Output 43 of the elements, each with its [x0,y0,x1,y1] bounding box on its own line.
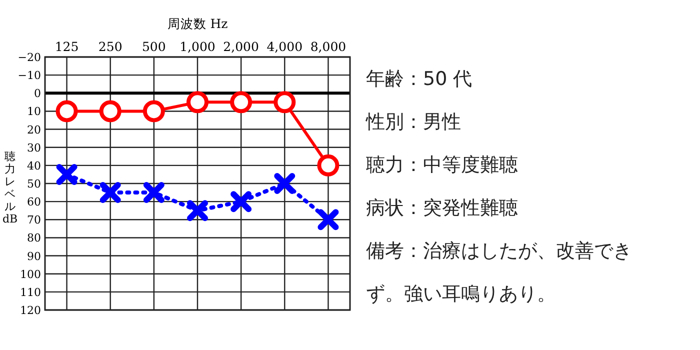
x-tick-label: 8,000 [310,39,346,54]
x-tick-label: 2,000 [223,39,260,54]
y-axis-title: 聴力レベル dB [2,150,18,226]
y-tick-label: −20 [18,51,41,64]
text: 年齢：50 代 [366,67,474,92]
point [186,91,208,114]
point [187,200,208,222]
text: 病状：突発性難聴 [366,196,519,221]
point [100,182,121,204]
text: 聴力：中等度難聴 [366,153,519,178]
y-tick-label: 10 [27,105,41,118]
y-tick-label: 40 [27,159,41,172]
y-tick-label: 50 [27,178,41,190]
y-tick-label: −10 [18,69,41,82]
point [230,91,252,114]
y-tick-label: 70 [27,214,41,227]
x-tick-label: 4,000 [266,39,303,54]
y-tick-label: 80 [27,232,41,245]
y-tick-label: 20 [27,123,41,136]
x-tick-label: 1,000 [180,39,216,54]
point [274,173,296,194]
text: 備考：治療はしたが、改善できず。強い耳鳴りあり。 [366,239,633,307]
point [274,91,296,114]
point [143,182,164,204]
point [318,209,339,230]
x-tick-label: 125 [54,39,79,54]
x-tick-label: 250 [98,39,122,54]
text: 性別：男性 [366,110,462,135]
point [56,164,78,185]
y-tick-label: 0 [34,87,41,100]
y-tick-label: 120 [20,304,41,317]
point [99,100,122,122]
y-tick-label: 110 [20,286,41,299]
y-tick-label: 60 [27,196,41,209]
point [56,100,78,122]
x-tick-label: 500 [142,39,166,54]
point [142,100,165,122]
y-tick-label: 30 [27,141,41,154]
x-axis-title: 周波数 Hz [167,16,228,31]
y-tick-label: 90 [27,250,41,263]
y-tick-label: 100 [20,268,41,281]
point [230,191,252,212]
point [317,154,340,176]
